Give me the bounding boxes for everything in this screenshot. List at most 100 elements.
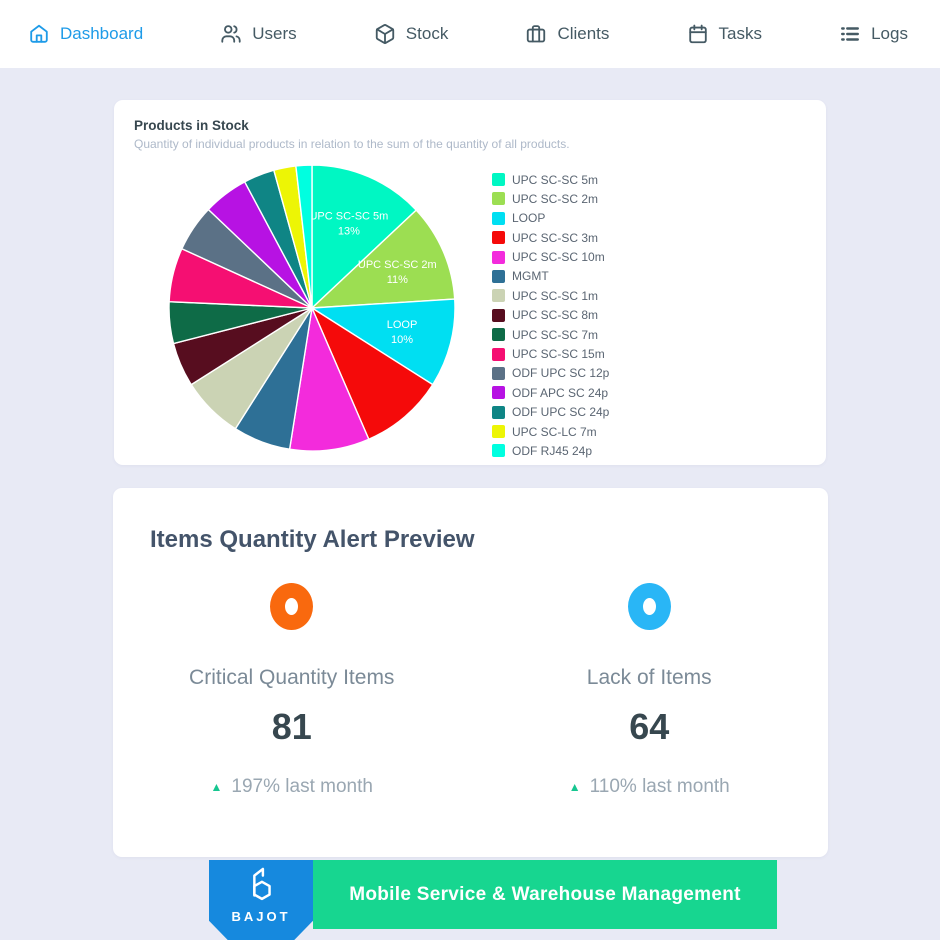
- legend-label: ODF UPC SC 12p: [512, 366, 610, 381]
- trend-up-icon: ▲: [210, 780, 223, 794]
- legend-item[interactable]: UPC SC-SC 15m: [492, 347, 609, 362]
- legend-item[interactable]: UPC SC-SC 3m: [492, 230, 609, 245]
- legend-swatch: [492, 173, 505, 186]
- ring-icon: [270, 583, 314, 630]
- legend-item[interactable]: UPC SC-SC 8m: [492, 308, 609, 323]
- stat-block: Critical Quantity Items 81 ▲ 197% last mont…: [113, 583, 471, 798]
- legend-item[interactable]: UPC SC-SC 7m: [492, 327, 609, 342]
- pie-slice-label: LOOP 10%: [387, 319, 418, 346]
- pie-slice[interactable]: [311, 164, 418, 310]
- pie-chart[interactable]: UPC SC-SC 5m 13% UPC SC-SC 2m 11% LOOP 10%: [162, 158, 462, 458]
- home-icon: [30, 24, 48, 43]
- nav-item-tasks[interactable]: Tasks: [687, 23, 762, 45]
- legend-item[interactable]: UPC SC-LC 7m: [492, 424, 609, 439]
- list-icon: [841, 27, 860, 41]
- pie-slice[interactable]: [295, 164, 313, 309]
- legend-label: MGMT: [512, 269, 549, 284]
- trend-text: 197% last month: [231, 776, 373, 797]
- legend-label: UPC SC-SC 1m: [512, 288, 599, 303]
- stat-value: 81: [271, 706, 312, 747]
- nav-item-dashboard[interactable]: Dashboard: [28, 23, 143, 45]
- legend-item[interactable]: ODF UPC SC 24p: [492, 405, 610, 420]
- legend-swatch: [492, 192, 505, 206]
- top-navbar: Dashboard Users Stock Clients Tasks: [0, 0, 940, 68]
- legend-item[interactable]: LOOP: [492, 211, 609, 226]
- legend-label: UPC SC-SC 15m: [512, 347, 605, 362]
- legend-label: UPC SC-SC 3m: [512, 230, 599, 245]
- legend-swatch: [492, 347, 505, 361]
- banner-text: Mobile Service & Warehouse Management: [349, 883, 741, 905]
- legend-item[interactable]: ODF RJ45 24p: [492, 443, 609, 458]
- legend-swatch: [492, 444, 505, 458]
- pie-slice[interactable]: [309, 298, 456, 386]
- legend-item[interactable]: ODF UPC SC 12p: [492, 366, 610, 381]
- nav-item-clients[interactable]: Clients: [525, 23, 609, 45]
- legend-label: UPC SC-SC 10m: [512, 250, 605, 265]
- stat-trend: ▲ 110% last month: [569, 776, 730, 798]
- nav-label: Logs: [871, 24, 908, 43]
- nav-label: Dashboard: [60, 24, 144, 43]
- legend-label: LOOP: [512, 211, 546, 226]
- legend-item[interactable]: MGMT: [492, 269, 609, 284]
- legend-label: ODF RJ45 24p: [512, 443, 593, 458]
- legend-label: ODF UPC SC 24p: [512, 405, 610, 420]
- legend-swatch: [492, 405, 505, 419]
- pie-slice-label: UPC SC-SC 5m 13%: [309, 211, 388, 238]
- pie-slice[interactable]: [288, 305, 370, 452]
- brand-banner: Mobile Service & Warehouse Management: [313, 860, 777, 929]
- legend-swatch: [492, 250, 505, 264]
- pie-slice-label: UPC SC-SC 2m 11%: [358, 259, 437, 286]
- alert-card-title: Items Quantity Alert Preview: [150, 526, 475, 553]
- legend-swatch: [492, 289, 505, 303]
- briefcase-icon: [527, 25, 546, 43]
- stat-trend: ▲ 197% last month: [211, 776, 373, 798]
- pie-slice[interactable]: [310, 306, 434, 441]
- legend-item[interactable]: UPC SC-SC 1m: [492, 288, 609, 303]
- nav-label: Clients: [557, 24, 610, 43]
- legend-swatch: [492, 386, 505, 400]
- legend-label: UPC SC-SC 2m: [512, 191, 599, 206]
- brand-badge[interactable]: BAJOT: [209, 860, 313, 940]
- stat-label: Lack of Items: [586, 666, 712, 689]
- items-quantity-alert-card: Items Quantity Alert Preview Critical Qu…: [113, 488, 828, 857]
- legend-label: UPC SC-LC 7m: [512, 424, 597, 439]
- products-in-stock-card: Products in Stock Quantity of individual…: [114, 100, 826, 465]
- legend-label: UPC SC-SC 8m: [512, 308, 599, 323]
- nav-label: Users: [252, 24, 297, 43]
- pie-legend: UPC SC-SC 5m UPC SC-SC 2m LOOP UPC SC-SC 3m…: [492, 173, 609, 464]
- ring-icon: [627, 583, 671, 630]
- nav-item-users[interactable]: Users: [220, 23, 297, 45]
- legend-swatch: [492, 328, 505, 342]
- legend-label: UPC SC-SC 5m: [512, 172, 599, 187]
- legend-swatch: [492, 231, 505, 245]
- trend-up-icon: ▲: [568, 780, 581, 794]
- legend-item[interactable]: ODF APC SC 24p: [492, 385, 609, 400]
- legend-item[interactable]: UPC SC-SC 2m: [492, 191, 609, 206]
- stat-label: Critical Quantity Items: [189, 666, 395, 689]
- legend-label: UPC SC-SC 7m: [512, 327, 599, 342]
- stat-block: Lack of Items 64 ▲ 110% last month: [471, 583, 829, 798]
- stat-value: 64: [629, 706, 670, 747]
- card-subtitle: Quantity of individual products in relat…: [134, 137, 570, 151]
- nav-label: Tasks: [718, 24, 762, 43]
- legend-label: ODF APC SC 24p: [512, 385, 609, 400]
- nav-label: Stock: [405, 24, 449, 43]
- package-icon: [375, 24, 394, 45]
- legend-swatch: [492, 308, 505, 322]
- nav-item-logs[interactable]: Logs: [839, 23, 908, 45]
- users-icon: [221, 25, 241, 43]
- legend-swatch: [492, 269, 505, 283]
- nav-item-stock[interactable]: Stock: [374, 23, 449, 45]
- legend-swatch: [492, 366, 505, 380]
- card-title: Products in Stock: [134, 118, 249, 133]
- legend-swatch: [492, 211, 505, 225]
- pie-slice[interactable]: [310, 209, 456, 309]
- stats-row: Critical Quantity Items 81 ▲ 197% last mont…: [113, 583, 828, 798]
- legend-swatch: [492, 425, 505, 439]
- trend-text: 110% last month: [589, 776, 730, 797]
- legend-item[interactable]: UPC SC-SC 10m: [492, 250, 609, 265]
- legend-item[interactable]: UPC SC-SC 5m: [492, 172, 609, 187]
- bajot-logo-icon: [253, 867, 271, 901]
- brand-name: BAJOT: [231, 909, 291, 924]
- calendar-icon: [688, 24, 707, 44]
